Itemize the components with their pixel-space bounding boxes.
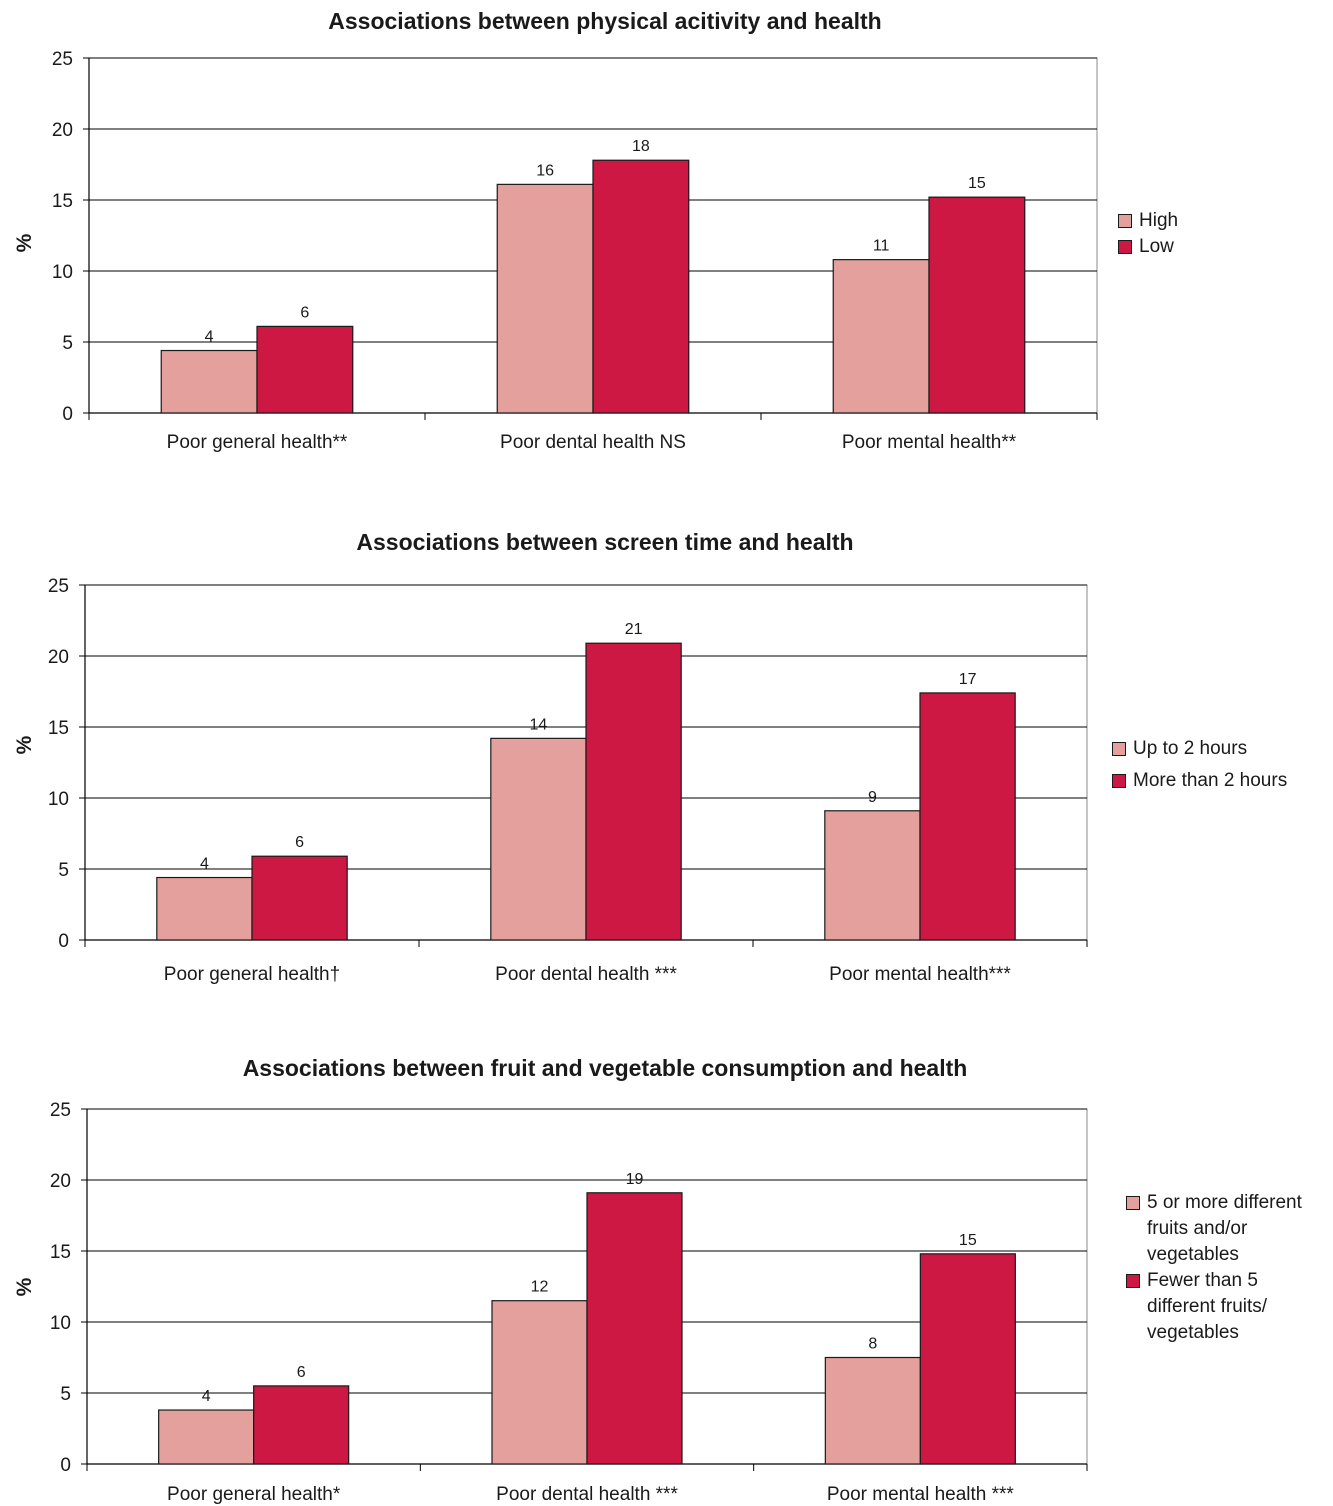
legend-swatch: [1126, 1196, 1140, 1210]
bar: [491, 1300, 588, 1465]
data-label: 12: [531, 1279, 549, 1296]
legend-label: Low: [1139, 236, 1174, 257]
chart-title: Associations between screen time and hea…: [356, 529, 854, 555]
category-label: Poor dental health NS: [500, 432, 686, 453]
bar: [585, 642, 682, 941]
y-tick-label: 10: [50, 1313, 71, 1334]
legend-item-series-2: Low: [1118, 234, 1323, 260]
chart-plot: 0 5 10 15 20 25% 4 6 Poor general health** 16 18 Po…: [13, 49, 1098, 453]
bar: [156, 876, 253, 941]
y-tick-label: 25: [50, 1100, 71, 1121]
legend: Up to 2 hours More than 2 hours: [1112, 736, 1327, 794]
chart-screen-time: Associations between screen time and hea…: [13, 529, 1327, 985]
y-tick-label: 25: [52, 49, 73, 70]
y-tick-label: 15: [52, 191, 73, 212]
legend-label: Fewer than 5 different fruits/ vegetable…: [1147, 1270, 1268, 1343]
legend: 5 or more different fruits and/or vegeta…: [1126, 1190, 1326, 1346]
y-tick-label: 0: [58, 931, 69, 952]
legend-item-series-1: 5 or more different fruits and/or vegeta…: [1126, 1190, 1326, 1268]
data-label: 6: [300, 304, 309, 321]
y-tick-label: 15: [48, 718, 69, 739]
chart-title: Associations between physical acitivity …: [328, 8, 882, 34]
legend-item-series-2: More than 2 hours: [1112, 768, 1327, 794]
bar: [928, 196, 1026, 414]
chart-plot: 0 5 10 15 20 25% 4 6 Poor general health† 14 21 Poo…: [13, 576, 1088, 985]
legend-swatch: [1118, 240, 1132, 254]
bar: [824, 810, 921, 941]
bar: [824, 1356, 921, 1465]
category-label: Poor mental health**: [842, 432, 1017, 453]
data-label: 6: [297, 1364, 306, 1381]
data-label: 15: [968, 175, 986, 192]
category-label: Poor dental health ***: [495, 964, 677, 985]
legend-item-series-1: High: [1118, 208, 1323, 234]
data-label: 4: [202, 1388, 211, 1405]
data-label: 6: [295, 834, 304, 851]
bar: [919, 692, 1016, 941]
chart-physical-activity: Associations between physical acitivity …: [0, 0, 1333, 500]
legend-label: Up to 2 hours: [1133, 738, 1248, 759]
y-tick-label: 0: [62, 404, 73, 425]
legend-label: High: [1139, 210, 1179, 231]
data-label: 8: [868, 1336, 877, 1353]
data-label: 14: [530, 716, 548, 733]
y-tick-label: 10: [52, 262, 73, 283]
y-tick-label: 5: [62, 333, 73, 354]
category-label: Poor mental health ***: [827, 1484, 1015, 1505]
bar: [496, 183, 594, 414]
data-label: 4: [200, 856, 209, 873]
data-label: 19: [626, 1171, 644, 1188]
data-label: 16: [536, 162, 554, 179]
bar: [256, 325, 354, 414]
legend-swatch: [1112, 742, 1126, 756]
bar: [832, 259, 930, 414]
data-label: 9: [868, 789, 877, 806]
category-label: Poor general health**: [167, 432, 348, 453]
bar: [158, 1409, 255, 1465]
y-axis-label: %: [13, 233, 36, 252]
bar: [586, 1192, 683, 1465]
bar: [160, 349, 258, 414]
bar: [251, 855, 348, 941]
bar: [490, 737, 587, 941]
y-tick-label: 5: [58, 860, 69, 881]
y-tick-label: 25: [48, 576, 69, 597]
data-label: 4: [205, 329, 214, 346]
y-tick-label: 0: [60, 1455, 71, 1476]
category-label: Poor general health†: [164, 964, 340, 985]
y-axis-label: %: [13, 735, 36, 754]
y-tick-label: 20: [50, 1171, 71, 1192]
data-label: 17: [959, 671, 977, 688]
legend: High Low: [1118, 208, 1323, 260]
category-label: Poor general health*: [167, 1484, 341, 1505]
y-tick-label: 20: [48, 647, 69, 668]
category-label: Poor dental health ***: [496, 1484, 678, 1505]
bar: [919, 1253, 1016, 1465]
data-label: 15: [959, 1232, 977, 1249]
data-label: 21: [625, 621, 643, 638]
data-label: 11: [873, 238, 890, 255]
legend-swatch: [1112, 774, 1126, 788]
legend-swatch: [1126, 1274, 1140, 1288]
bar: [253, 1385, 350, 1465]
legend-label: 5 or more different fruits and/or vegeta…: [1147, 1192, 1302, 1265]
category-label: Poor mental health***: [829, 964, 1011, 985]
bar: [592, 159, 690, 414]
data-label: 18: [632, 138, 650, 155]
y-tick-label: 5: [60, 1384, 71, 1405]
legend-item-series-2: Fewer than 5 different fruits/ vegetable…: [1126, 1268, 1326, 1346]
y-tick-label: 10: [48, 789, 69, 810]
y-tick-label: 20: [52, 120, 73, 141]
chart-title: Associations between fruit and vegetable…: [242, 1055, 968, 1081]
y-axis-label: %: [13, 1277, 36, 1296]
legend-label: More than 2 hours: [1133, 770, 1288, 791]
legend-swatch: [1118, 214, 1132, 228]
legend-item-series-1: Up to 2 hours: [1112, 736, 1327, 762]
y-tick-label: 15: [50, 1242, 71, 1263]
